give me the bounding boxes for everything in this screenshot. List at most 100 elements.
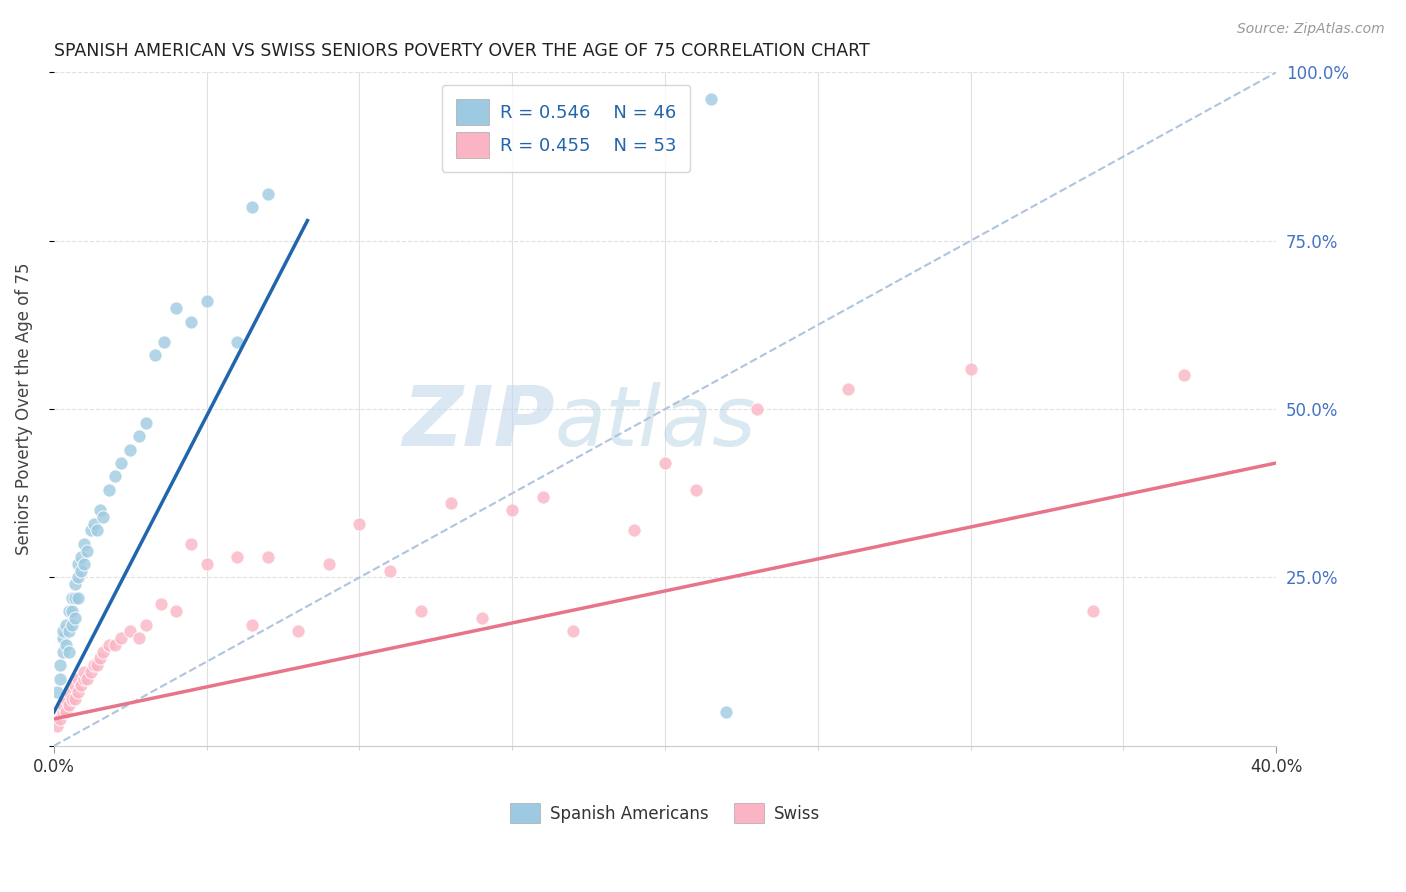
Point (70, 564, 93, 578)
Point (128, 631, 150, 645)
Point (49, 672, 72, 686)
Point (65, 691, 87, 706)
Point (79, 524, 101, 538)
Point (49, 658, 72, 673)
Point (91, 644, 114, 658)
Point (471, 611, 494, 625)
Point (67, 557, 90, 571)
Point (58, 624, 80, 639)
Text: atlas: atlas (555, 382, 756, 463)
Point (714, 705, 737, 719)
Point (73, 537, 96, 551)
Point (67, 672, 90, 686)
Point (65, 611, 87, 625)
Point (195, 557, 218, 571)
Point (256, 550, 278, 565)
Point (531, 490, 554, 504)
Point (67, 685, 90, 699)
Point (143, 348, 166, 362)
Point (55, 617, 77, 632)
Point (837, 382, 859, 396)
Point (153, 334, 176, 349)
Point (73, 665, 96, 679)
Point (58, 644, 80, 658)
Point (67, 570, 90, 584)
Point (623, 524, 645, 538)
Point (58, 604, 80, 618)
Point (52, 698, 75, 713)
Point (60, 591, 83, 605)
Point (60, 691, 83, 706)
Point (1173, 368, 1195, 383)
Point (60, 604, 83, 618)
Point (76, 543, 98, 558)
Point (120, 624, 142, 639)
Point (110, 631, 132, 645)
Point (440, 496, 463, 510)
Point (685, 483, 707, 497)
Point (180, 537, 202, 551)
Point (242, 200, 264, 214)
Text: SPANISH AMERICAN VS SWISS SENIORS POVERTY OVER THE AGE OF 75 CORRELATION CHART: SPANISH AMERICAN VS SWISS SENIORS POVERT… (53, 42, 869, 60)
Point (55, 691, 77, 706)
Point (287, 624, 309, 639)
Point (86, 524, 108, 538)
Point (45, 719, 67, 733)
Point (97, 638, 120, 652)
Point (79, 665, 101, 679)
Point (83, 516, 105, 531)
Point (104, 469, 127, 483)
Point (89, 503, 111, 517)
Point (76, 672, 98, 686)
Point (49, 712, 72, 726)
Point (654, 456, 676, 470)
Point (52, 624, 75, 639)
Point (52, 644, 75, 658)
Point (52, 631, 75, 645)
Point (110, 456, 132, 470)
Point (149, 598, 172, 612)
Point (67, 591, 90, 605)
Point (104, 638, 127, 652)
Point (226, 550, 249, 565)
Point (73, 557, 96, 571)
Point (97, 483, 120, 497)
Point (226, 334, 249, 349)
Point (378, 564, 401, 578)
Point (165, 604, 187, 618)
Point (58, 698, 80, 713)
Point (89, 651, 111, 665)
Point (58, 685, 80, 699)
Point (65, 678, 87, 692)
Point (501, 503, 523, 517)
Point (318, 557, 340, 571)
Point (745, 402, 768, 417)
Point (65, 591, 87, 605)
Point (70, 678, 93, 692)
Point (55, 638, 77, 652)
Point (134, 416, 156, 430)
Point (165, 301, 187, 315)
Point (700, 92, 723, 106)
Point (1081, 604, 1104, 618)
Point (73, 672, 96, 686)
Point (83, 658, 105, 673)
Point (409, 604, 432, 618)
Y-axis label: Seniors Poverty Over the Age of 75: Seniors Poverty Over the Age of 75 (15, 263, 32, 556)
Legend: Spanish Americans, Swiss: Spanish Americans, Swiss (502, 795, 828, 831)
Point (128, 429, 150, 443)
Point (195, 294, 218, 309)
Point (55, 705, 77, 719)
Point (349, 516, 371, 531)
Point (180, 315, 202, 329)
Point (959, 361, 981, 376)
Point (65, 577, 87, 591)
Point (52, 705, 75, 719)
Point (242, 617, 264, 632)
Point (91, 509, 114, 524)
Point (45, 685, 67, 699)
Point (86, 658, 108, 673)
Point (256, 186, 278, 201)
Point (134, 617, 156, 632)
Text: ZIP: ZIP (402, 382, 555, 463)
